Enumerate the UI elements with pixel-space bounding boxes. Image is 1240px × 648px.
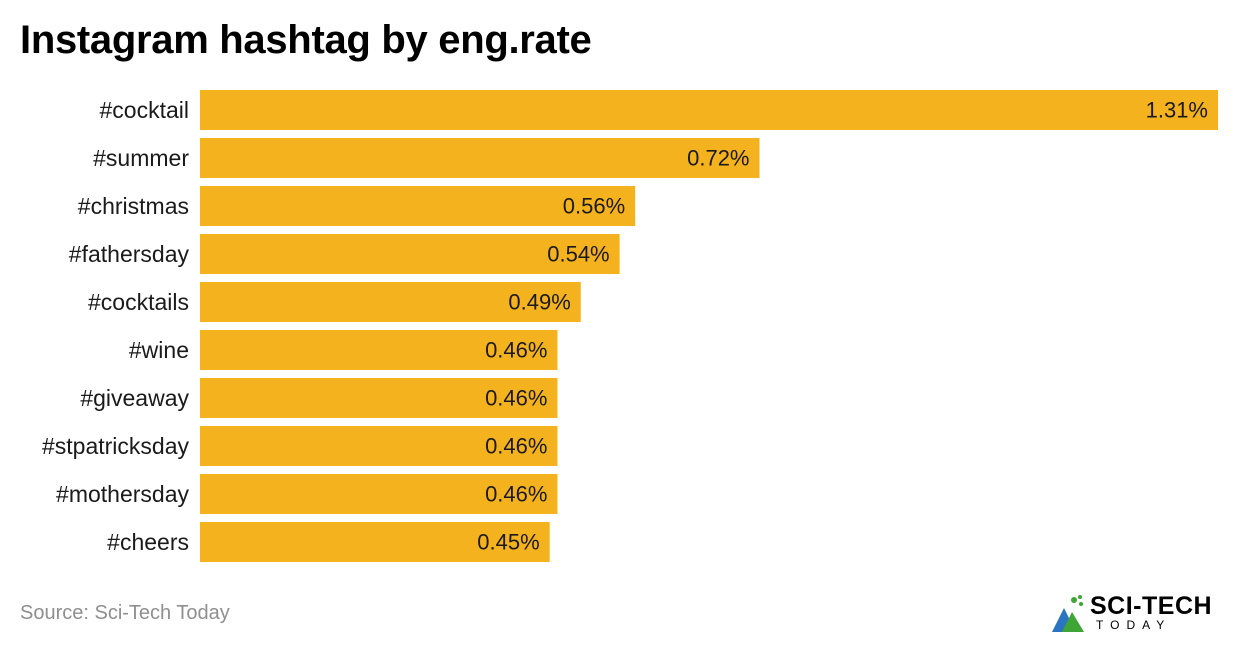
value-label: 0.45% <box>477 530 539 555</box>
category-label: #wine <box>129 337 189 363</box>
logo-subtitle: TODAY <box>1096 618 1172 632</box>
value-label: 0.54% <box>547 242 609 267</box>
bar <box>200 282 581 322</box>
logo-mark-icon <box>1052 595 1084 632</box>
bar <box>200 90 1218 130</box>
category-label: #mothersday <box>56 481 189 507</box>
category-label: #summer <box>93 145 189 171</box>
category-label: #giveaway <box>80 385 189 411</box>
value-label: 0.56% <box>563 194 625 219</box>
value-label: 0.46% <box>485 434 547 459</box>
value-label: 0.46% <box>485 386 547 411</box>
source-note: Source: Sci-Tech Today <box>20 602 230 624</box>
bar <box>200 474 558 514</box>
bar <box>200 426 558 466</box>
value-label: 0.49% <box>508 290 570 315</box>
category-label: #cocktails <box>88 289 189 315</box>
sci-tech-today-logo: SCI-TECH TODAY <box>1050 592 1230 636</box>
bar <box>200 186 636 226</box>
bar <box>200 330 558 370</box>
bar <box>200 378 558 418</box>
category-label: #christmas <box>78 193 189 219</box>
logo-wordmark: SCI-TECH <box>1090 592 1213 620</box>
category-label: #cocktail <box>100 97 189 123</box>
value-label: 0.46% <box>485 482 547 507</box>
category-label: #stpatricksday <box>42 433 190 459</box>
category-label: #fathersday <box>69 241 190 267</box>
bar <box>200 138 760 178</box>
bar-chart: #cocktail 1.31% #summer 0.72% #christmas 0.56… <box>42 90 1218 562</box>
value-label: 0.46% <box>485 338 547 363</box>
bar <box>200 522 550 562</box>
chart-title: Instagram hashtag by eng.rate <box>20 18 592 62</box>
value-label: 0.72% <box>687 146 749 171</box>
category-label: #cheers <box>107 529 189 555</box>
value-label: 1.31% <box>1146 98 1208 123</box>
bar <box>200 234 620 274</box>
